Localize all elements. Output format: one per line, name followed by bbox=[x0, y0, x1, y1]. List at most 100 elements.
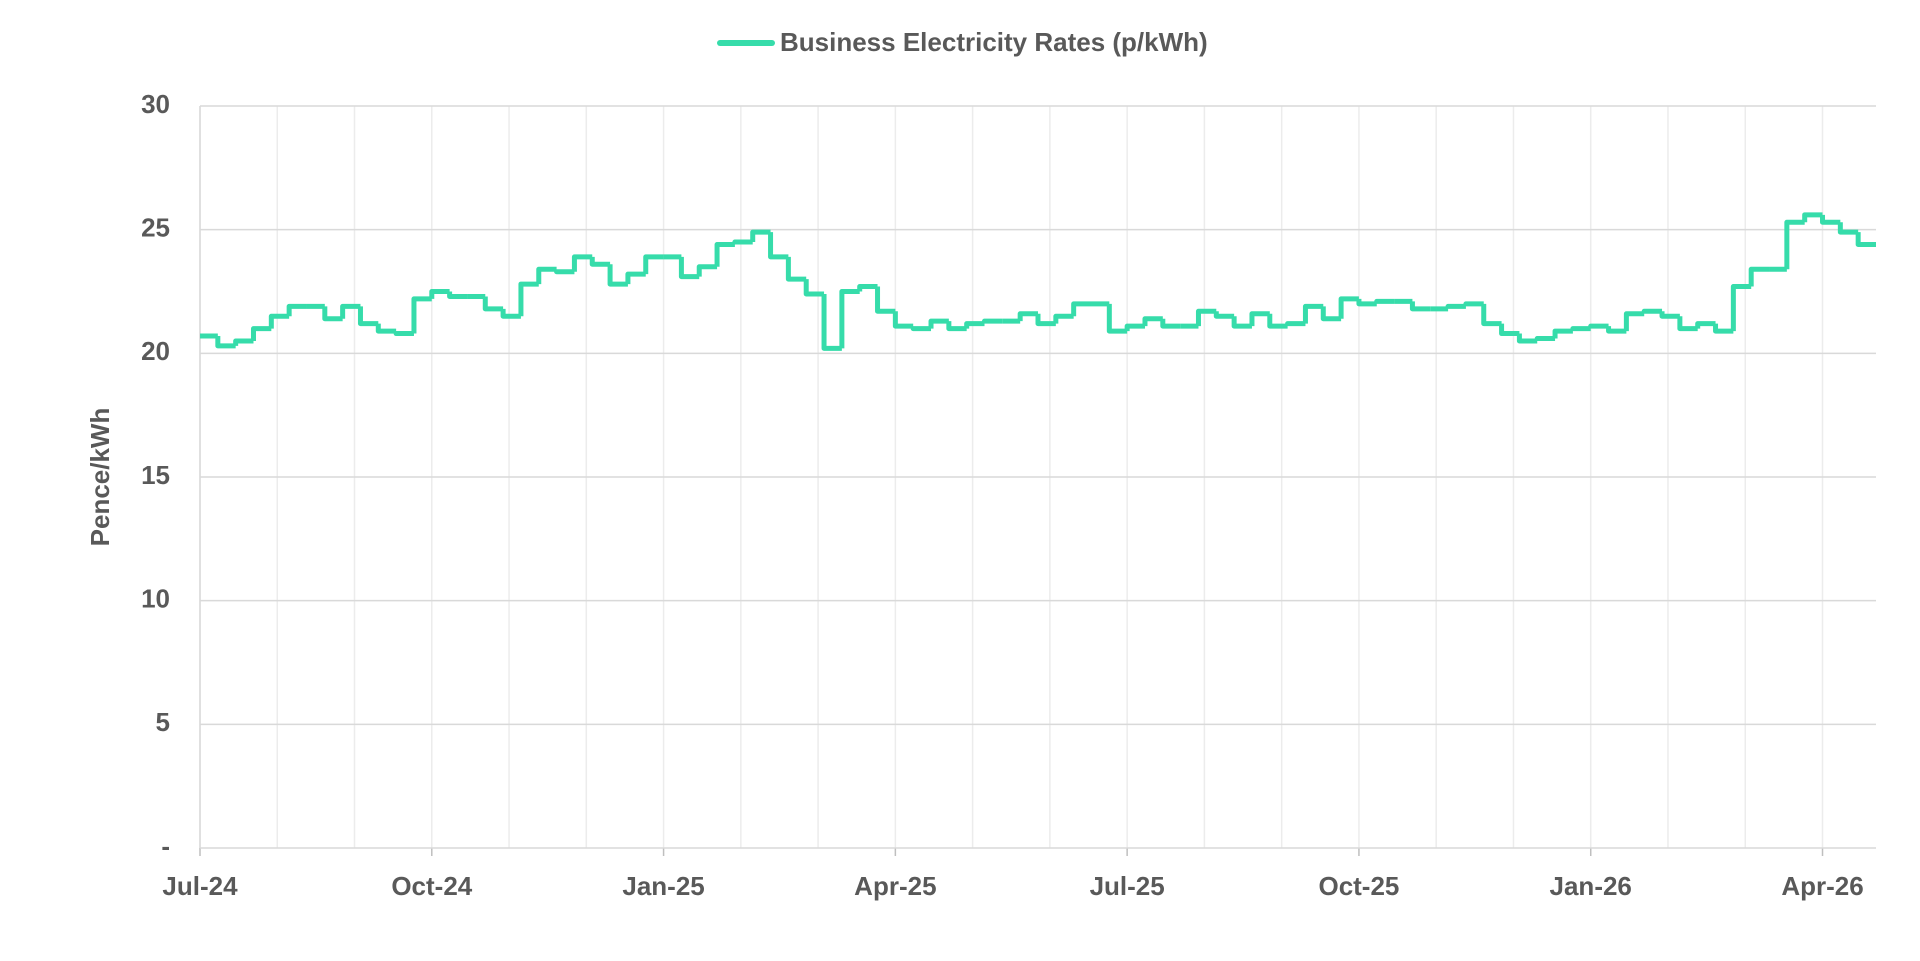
line-step bbox=[1267, 313, 1288, 329]
line-step bbox=[625, 271, 646, 285]
line-step bbox=[750, 229, 771, 243]
series-line bbox=[200, 212, 1876, 351]
line-step bbox=[1552, 328, 1573, 339]
line-step bbox=[857, 284, 878, 292]
y-tick-label: 25 bbox=[141, 213, 170, 243]
line-step bbox=[571, 254, 593, 272]
line-step bbox=[1106, 303, 1128, 334]
y-tick-label: 30 bbox=[141, 89, 170, 119]
legend-label: Business Electricity Rates (p/kWh) bbox=[780, 27, 1208, 57]
line-step bbox=[821, 293, 842, 351]
line-step bbox=[1784, 219, 1805, 270]
line-step bbox=[340, 303, 361, 319]
line-step bbox=[554, 269, 575, 275]
y-tick-label: 20 bbox=[141, 336, 170, 366]
line-step bbox=[268, 313, 290, 329]
line-step bbox=[1606, 326, 1627, 334]
y-axis-label: Pence/kWh bbox=[85, 408, 115, 547]
line-step bbox=[982, 318, 1003, 324]
y-tick-label: 5 bbox=[156, 707, 170, 737]
line-step bbox=[839, 289, 860, 349]
line-step bbox=[1231, 316, 1252, 329]
line-step bbox=[1445, 303, 1466, 309]
line-step bbox=[1837, 222, 1859, 235]
line-step bbox=[518, 281, 539, 317]
line-step bbox=[393, 331, 414, 337]
line-step bbox=[286, 303, 307, 317]
line-step bbox=[1499, 323, 1520, 337]
line-step bbox=[1534, 335, 1556, 341]
line-step bbox=[1855, 232, 1876, 248]
line-step bbox=[1374, 298, 1395, 304]
line-step bbox=[714, 242, 735, 267]
line-step bbox=[250, 326, 272, 341]
x-tick-label: Oct-25 bbox=[1318, 871, 1399, 901]
x-tick-label: Jul-25 bbox=[1090, 871, 1165, 901]
line-step bbox=[589, 256, 611, 267]
line-step bbox=[322, 306, 343, 322]
line-step bbox=[1302, 303, 1324, 324]
line-step bbox=[500, 308, 521, 319]
line-step bbox=[892, 311, 914, 329]
line-step bbox=[1570, 326, 1591, 332]
line-step bbox=[1820, 214, 1841, 225]
line-step bbox=[1320, 306, 1342, 322]
line-step bbox=[1017, 311, 1038, 322]
line-step bbox=[1285, 321, 1306, 327]
line-step bbox=[1695, 321, 1716, 329]
line-step bbox=[875, 286, 896, 314]
line-step bbox=[696, 264, 718, 277]
line-step bbox=[1481, 303, 1502, 327]
line-step bbox=[447, 291, 468, 299]
line-step bbox=[1463, 301, 1484, 307]
line-step bbox=[1160, 318, 1181, 329]
line-step bbox=[732, 239, 753, 245]
line-step bbox=[1713, 323, 1734, 334]
line-step bbox=[1124, 323, 1145, 332]
line-step bbox=[1249, 311, 1270, 327]
line-step bbox=[928, 318, 949, 329]
line-step bbox=[964, 321, 985, 329]
line-step bbox=[482, 296, 504, 312]
line-step bbox=[1623, 311, 1645, 332]
x-tick-label: Jan-26 bbox=[1550, 871, 1632, 901]
line-step bbox=[1409, 301, 1431, 312]
line-step bbox=[1677, 316, 1698, 332]
line-step bbox=[1035, 313, 1056, 327]
y-tick-label: - bbox=[161, 831, 170, 861]
x-tick-label: Apr-26 bbox=[1781, 871, 1863, 901]
line-step bbox=[1748, 266, 1770, 287]
line-step bbox=[536, 266, 557, 285]
line-step bbox=[768, 232, 789, 260]
line-step bbox=[803, 279, 825, 297]
x-tick-label: Oct-24 bbox=[391, 871, 472, 901]
line-step bbox=[1356, 298, 1377, 307]
line-step bbox=[1213, 311, 1235, 319]
y-tick-label: 15 bbox=[141, 460, 170, 490]
line-step bbox=[1053, 313, 1074, 324]
line-step bbox=[1659, 311, 1680, 319]
line-step bbox=[910, 326, 932, 332]
line-step bbox=[1641, 308, 1663, 314]
line-step bbox=[233, 338, 254, 346]
line-step bbox=[1802, 212, 1823, 223]
line-step bbox=[946, 321, 967, 332]
line-step bbox=[1071, 301, 1092, 317]
x-tick-label: Jul-24 bbox=[162, 871, 238, 901]
line-step bbox=[1195, 308, 1217, 327]
line-step bbox=[1142, 316, 1163, 327]
line-step bbox=[411, 296, 432, 334]
line-step bbox=[357, 306, 379, 327]
line-step bbox=[1338, 296, 1359, 319]
line-step bbox=[375, 323, 397, 334]
line-step bbox=[785, 256, 807, 282]
line-step bbox=[429, 289, 450, 299]
x-tick-label: Apr-25 bbox=[854, 871, 936, 901]
line-step bbox=[1730, 284, 1752, 332]
y-tick-label: 10 bbox=[141, 584, 170, 614]
line-step bbox=[607, 264, 628, 287]
line-step bbox=[678, 256, 700, 280]
line-step bbox=[215, 336, 236, 349]
line-step bbox=[643, 254, 664, 275]
